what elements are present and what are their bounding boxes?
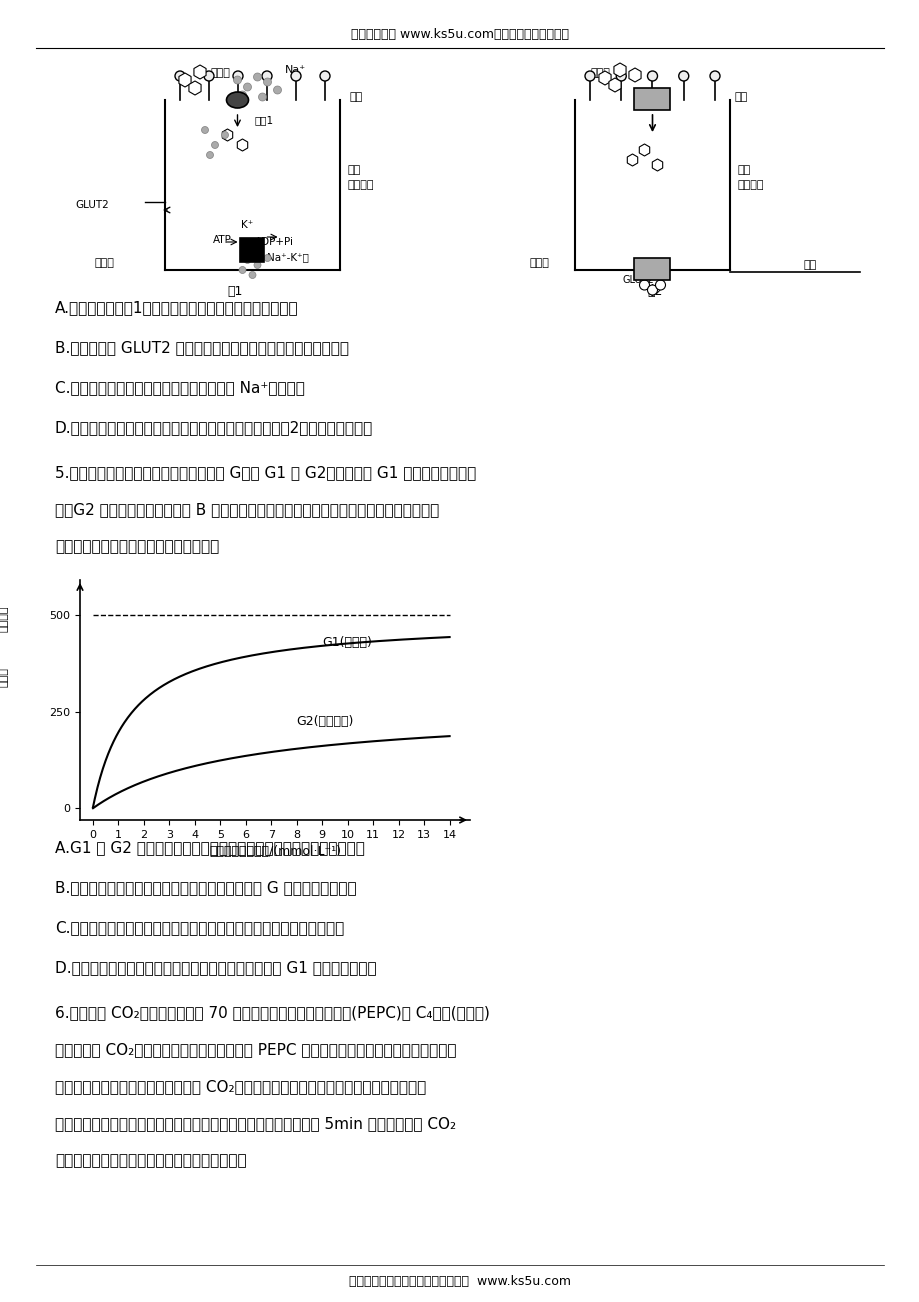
Circle shape	[264, 254, 271, 262]
Text: 上皮细胞: 上皮细胞	[737, 180, 764, 190]
Circle shape	[233, 76, 242, 85]
Text: GLUT2: GLUT2	[75, 201, 108, 210]
Ellipse shape	[290, 72, 301, 81]
Text: 图1: 图1	[227, 285, 243, 298]
Text: 上皮细胞: 上皮细胞	[347, 180, 374, 190]
Ellipse shape	[175, 72, 185, 81]
Text: GLUT2: GLUT2	[622, 275, 653, 285]
Text: Na⁺: Na⁺	[284, 65, 305, 76]
Polygon shape	[639, 145, 649, 156]
Bar	[240, 238, 265, 262]
Circle shape	[254, 73, 261, 81]
Text: 6.玉米固定 CO₂的能力比小麦强 70 倍。磷酸烯醇式丙酮酸罺化酶(PEPC)是 C₄植物(如玉米): 6.玉米固定 CO₂的能力比小麦强 70 倍。磷酸烯醇式丙酮酸罺化酶(PEPC)…	[55, 1005, 489, 1019]
Text: B.同一个体的不同细胞中基因种类的差异导致膜上 G 的种类和数量不同: B.同一个体的不同细胞中基因种类的差异导致膜上 G 的种类和数量不同	[55, 880, 357, 894]
Text: A.葡萄糖通过载体1进入小肠上皮细胞的方式属于协助扩散: A.葡萄糖通过载体1进入小肠上皮细胞的方式属于协助扩散	[55, 299, 299, 315]
Ellipse shape	[262, 72, 272, 81]
Text: K⁺: K⁺	[241, 220, 254, 230]
Text: A.G1 和 G2 的合成和加工需要核糖体、内质网和高尔基体等结构参与: A.G1 和 G2 的合成和加工需要核糖体、内质网和高尔基体等结构参与	[55, 840, 365, 855]
Circle shape	[654, 280, 664, 290]
Text: 5.人体细胞膜上分布有葡萄糖转运体家族 G，如 G1 和 G2，研究表明 G1 在红细胞中含量丰: 5.人体细胞膜上分布有葡萄糖转运体家族 G，如 G1 和 G2，研究表明 G1 …	[55, 465, 476, 480]
Circle shape	[244, 256, 251, 263]
Ellipse shape	[204, 72, 214, 81]
Text: G1(红细胞): G1(红细胞)	[322, 635, 371, 648]
X-axis label: 细胞外葡萄糖浓度/(mmol·L⁻¹): 细胞外葡萄糖浓度/(mmol·L⁻¹)	[209, 845, 341, 858]
Text: GLUT2: GLUT2	[636, 92, 667, 102]
Text: 放置在相同的密闭小室中，给予充足的光照，利用红外测量仪每隔 5min 测定小室中的 CO₂: 放置在相同的密闭小室中，给予充足的光照，利用红外测量仪每隔 5min 测定小室中…	[55, 1116, 456, 1131]
Text: 葡萄糖摄: 葡萄糖摄	[0, 605, 8, 631]
Polygon shape	[627, 154, 637, 165]
Text: ADP+Pi: ADP+Pi	[255, 237, 293, 247]
Ellipse shape	[226, 92, 248, 108]
Circle shape	[647, 285, 657, 296]
Text: G2(肝脏细胞): G2(肝脏细胞)	[296, 715, 354, 728]
Text: 萄糖浓度的变化情况。下列说法错误的是: 萄糖浓度的变化情况。下列说法错误的是	[55, 539, 219, 553]
Circle shape	[254, 262, 261, 268]
Bar	[634, 89, 670, 109]
Circle shape	[238, 91, 246, 99]
Circle shape	[258, 92, 267, 102]
Ellipse shape	[709, 72, 720, 81]
Ellipse shape	[584, 72, 595, 81]
Text: D.当肠腔中葡萄糖浓度较高时，小肠上皮细胞可以通过图2的方式吸收葡萄糖: D.当肠腔中葡萄糖浓度较高时，小肠上皮细胞可以通过图2的方式吸收葡萄糖	[55, 421, 373, 435]
Ellipse shape	[616, 72, 626, 81]
Text: 欢迎广大教师踊跃来稿，稿酬丰厚。  www.ks5u.com: 欢迎广大教师踊跃来稿，稿酬丰厚。 www.ks5u.com	[348, 1275, 571, 1288]
Text: 入速率: 入速率	[0, 667, 8, 686]
Polygon shape	[652, 159, 662, 171]
Text: C.抑制细胞呼吸不会影响小肠上皮细胞内外 Na⁺的浓度差: C.抑制细胞呼吸不会影响小肠上皮细胞内外 Na⁺的浓度差	[55, 380, 304, 395]
Circle shape	[239, 267, 245, 273]
Text: 高小麦产量。为探究转基因小麦固定 CO₂的能力，研究人员将转基因小麦和普通小麦分别: 高小麦产量。为探究转基因小麦固定 CO₂的能力，研究人员将转基因小麦和普通小麦分…	[55, 1079, 425, 1094]
Text: 图2: 图2	[647, 285, 662, 298]
Circle shape	[263, 78, 271, 86]
Text: 肠腔: 肠腔	[734, 92, 747, 102]
Bar	[634, 258, 670, 280]
Text: 高考资源网（ www.ks5u.com），您身边的高考专家: 高考资源网（ www.ks5u.com），您身边的高考专家	[351, 29, 568, 40]
Circle shape	[244, 83, 251, 91]
Polygon shape	[598, 72, 610, 85]
Circle shape	[206, 151, 213, 159]
Text: ATP: ATP	[212, 234, 231, 245]
Text: 组织液: 组织液	[95, 258, 115, 268]
Circle shape	[221, 132, 228, 138]
Polygon shape	[237, 139, 247, 151]
Circle shape	[273, 86, 281, 94]
Circle shape	[249, 272, 255, 279]
Text: B.葡萄糖通过 GLUT2 载体进出小肠上皮细胞的过程属于主动运输: B.葡萄糖通过 GLUT2 载体进出小肠上皮细胞的过程属于主动运输	[55, 340, 348, 355]
Circle shape	[639, 280, 649, 290]
Text: 组织液: 组织液	[529, 258, 550, 268]
Polygon shape	[629, 68, 641, 82]
Text: 富，G2 主要分布于肥脏和胰岛 B 细胞。如图所示为不同细胞摄入葡萄糖的速率随细胞外葡: 富，G2 主要分布于肥脏和胰岛 B 细胞。如图所示为不同细胞摄入葡萄糖的速率随细…	[55, 503, 438, 517]
Ellipse shape	[320, 72, 330, 81]
Circle shape	[211, 142, 219, 148]
Text: 肠腔: 肠腔	[349, 92, 363, 102]
Polygon shape	[188, 81, 201, 95]
Polygon shape	[194, 65, 206, 79]
Text: 载体1: 载体1	[255, 115, 273, 125]
Text: 葡萄糖: 葡萄糖	[589, 68, 609, 78]
Text: C.限制红细胞和肝脏细胞摄入葡萄糖速率不能无限增加的内在因素不同: C.限制红细胞和肝脏细胞摄入葡萄糖速率不能无限增加的内在因素不同	[55, 921, 344, 935]
Ellipse shape	[678, 72, 688, 81]
Polygon shape	[178, 73, 191, 87]
Text: Na⁺-K⁺泵: Na⁺-K⁺泵	[267, 253, 309, 262]
Polygon shape	[608, 78, 620, 92]
Circle shape	[201, 126, 209, 134]
Text: 小肠: 小肠	[347, 165, 361, 174]
Text: 小肠: 小肠	[737, 165, 751, 174]
Text: 浓度，结果如下图所示。下列有关叙述错误的是: 浓度，结果如下图所示。下列有关叙述错误的是	[55, 1154, 246, 1168]
Polygon shape	[222, 129, 233, 141]
Polygon shape	[613, 62, 626, 77]
Text: 葡萄糖: 葡萄糖	[210, 68, 230, 78]
Text: 血液: 血液	[802, 260, 816, 270]
Text: 特有的固定 CO₂的关键酶。科研人员将玉米的 PEPC 基因导入小麦中，获得转基因小麦以提: 特有的固定 CO₂的关键酶。科研人员将玉米的 PEPC 基因导入小麦中，获得转基…	[55, 1042, 456, 1057]
Ellipse shape	[233, 72, 243, 81]
Ellipse shape	[647, 72, 657, 81]
Text: D.肿瘾细胞代谢速率高，与正常细胞相比，其细胞膜上 G1 的含量可能更高: D.肿瘾细胞代谢速率高，与正常细胞相比，其细胞膜上 G1 的含量可能更高	[55, 960, 376, 975]
